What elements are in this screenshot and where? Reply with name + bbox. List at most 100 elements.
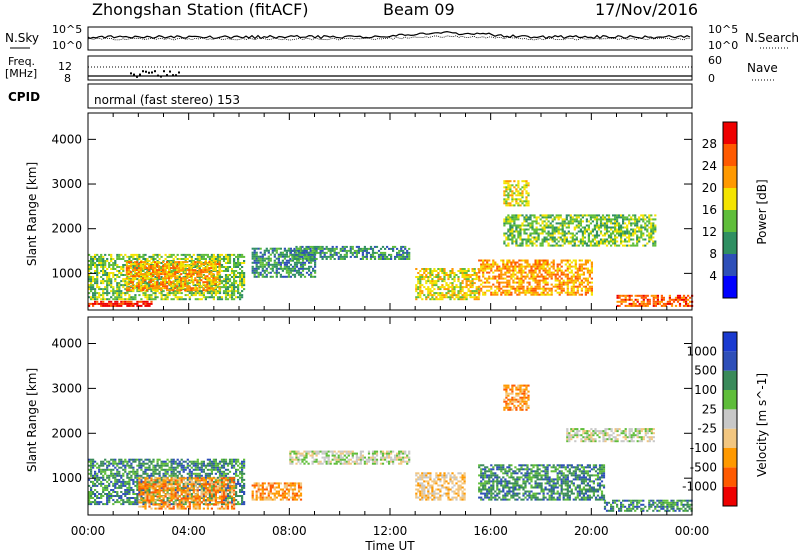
- power-cell: [210, 267, 212, 269]
- power-cell: [541, 294, 543, 296]
- power-cell: [439, 270, 441, 272]
- power-cell: [502, 286, 504, 288]
- power-cell: [427, 296, 429, 298]
- velocity-cell: [146, 475, 148, 477]
- power-cell: [514, 278, 516, 280]
- power-cell: [108, 305, 110, 307]
- power-cell: [522, 260, 524, 262]
- power-cell: [176, 265, 178, 267]
- velocity-cell: [128, 473, 130, 475]
- power-cell: [460, 268, 462, 270]
- power-cell: [505, 182, 507, 184]
- power-cell: [237, 264, 239, 266]
- power-cell: [189, 256, 191, 258]
- velocity-cell: [92, 491, 94, 493]
- power-cell: [136, 261, 138, 263]
- power-cell: [542, 245, 544, 247]
- power-cell: [496, 268, 498, 270]
- power-cell: [202, 271, 204, 273]
- power-cell: [564, 225, 566, 227]
- power-ytick-label: 2000: [51, 222, 82, 236]
- power-cell: [192, 265, 194, 267]
- power-cell: [445, 282, 447, 284]
- power-cell: [268, 252, 270, 254]
- power-cell: [568, 220, 570, 222]
- power-cell: [239, 296, 241, 298]
- power-cell: [523, 218, 525, 220]
- power-cell: [587, 280, 589, 282]
- power-cell: [114, 301, 116, 303]
- power-cell: [654, 214, 656, 216]
- power-cell: [596, 237, 598, 239]
- power-cell: [572, 245, 574, 247]
- power-cell: [112, 274, 114, 276]
- power-cell: [112, 298, 114, 300]
- power-cell: [94, 296, 96, 298]
- power-cell: [654, 225, 656, 227]
- velocity-cell: [110, 471, 112, 473]
- power-cell: [262, 274, 264, 276]
- power-cell: [600, 241, 602, 243]
- power-cell: [516, 286, 518, 288]
- power-cell: [537, 286, 539, 288]
- velocity-cell: [142, 471, 144, 473]
- power-cell: [513, 241, 515, 243]
- velocity-cell: [128, 479, 130, 481]
- power-cell: [272, 250, 274, 252]
- power-cell: [217, 258, 219, 260]
- power-cell: [618, 235, 620, 237]
- power-cell: [509, 235, 511, 237]
- velocity-cell: [126, 465, 128, 467]
- velocity-cell: [132, 473, 134, 475]
- power-cell: [608, 227, 610, 229]
- power-cell: [517, 225, 519, 227]
- power-cell: [449, 294, 451, 296]
- power-cell: [164, 269, 166, 271]
- power-cell: [544, 231, 546, 233]
- power-cell: [608, 231, 610, 233]
- velocity-cell: [106, 487, 108, 489]
- power-cell: [419, 288, 421, 290]
- power-cell: [276, 264, 278, 266]
- power-cell: [602, 235, 604, 237]
- power-cell: [606, 245, 608, 247]
- power-cell: [164, 287, 166, 289]
- power-cell: [306, 268, 308, 270]
- power-cell: [486, 278, 488, 280]
- power-cell: [98, 256, 100, 258]
- power-cell: [423, 268, 425, 270]
- power-cell: [185, 294, 187, 296]
- power-cell: [370, 254, 372, 256]
- power-cell: [548, 227, 550, 229]
- velocity-cell: [114, 477, 116, 479]
- power-cell: [178, 281, 180, 283]
- power-cell: [140, 277, 142, 279]
- power-cell: [172, 275, 174, 277]
- power-cell: [626, 245, 628, 247]
- power-cell: [441, 296, 443, 298]
- power-cell: [210, 273, 212, 275]
- power-cell: [480, 270, 482, 272]
- velocity-cell: [128, 489, 130, 491]
- power-cell: [235, 270, 237, 272]
- power-cell: [654, 229, 656, 231]
- power-cell: [136, 265, 138, 267]
- velocity-cell: [146, 469, 148, 471]
- power-cell: [628, 235, 630, 237]
- velocity-cell: [100, 481, 102, 483]
- power-cell: [653, 305, 655, 307]
- power-cell: [545, 280, 547, 282]
- power-cell: [546, 214, 548, 216]
- power-cell: [225, 270, 227, 272]
- power-cell: [264, 258, 266, 260]
- power-cell: [466, 286, 468, 288]
- power-cell: [621, 303, 623, 305]
- power-cell: [527, 184, 529, 186]
- power-cell: [132, 277, 134, 279]
- power-cell: [496, 280, 498, 282]
- power-cell: [90, 298, 92, 300]
- power-cell: [494, 264, 496, 266]
- power-cell: [588, 235, 590, 237]
- power-cell: [280, 264, 282, 266]
